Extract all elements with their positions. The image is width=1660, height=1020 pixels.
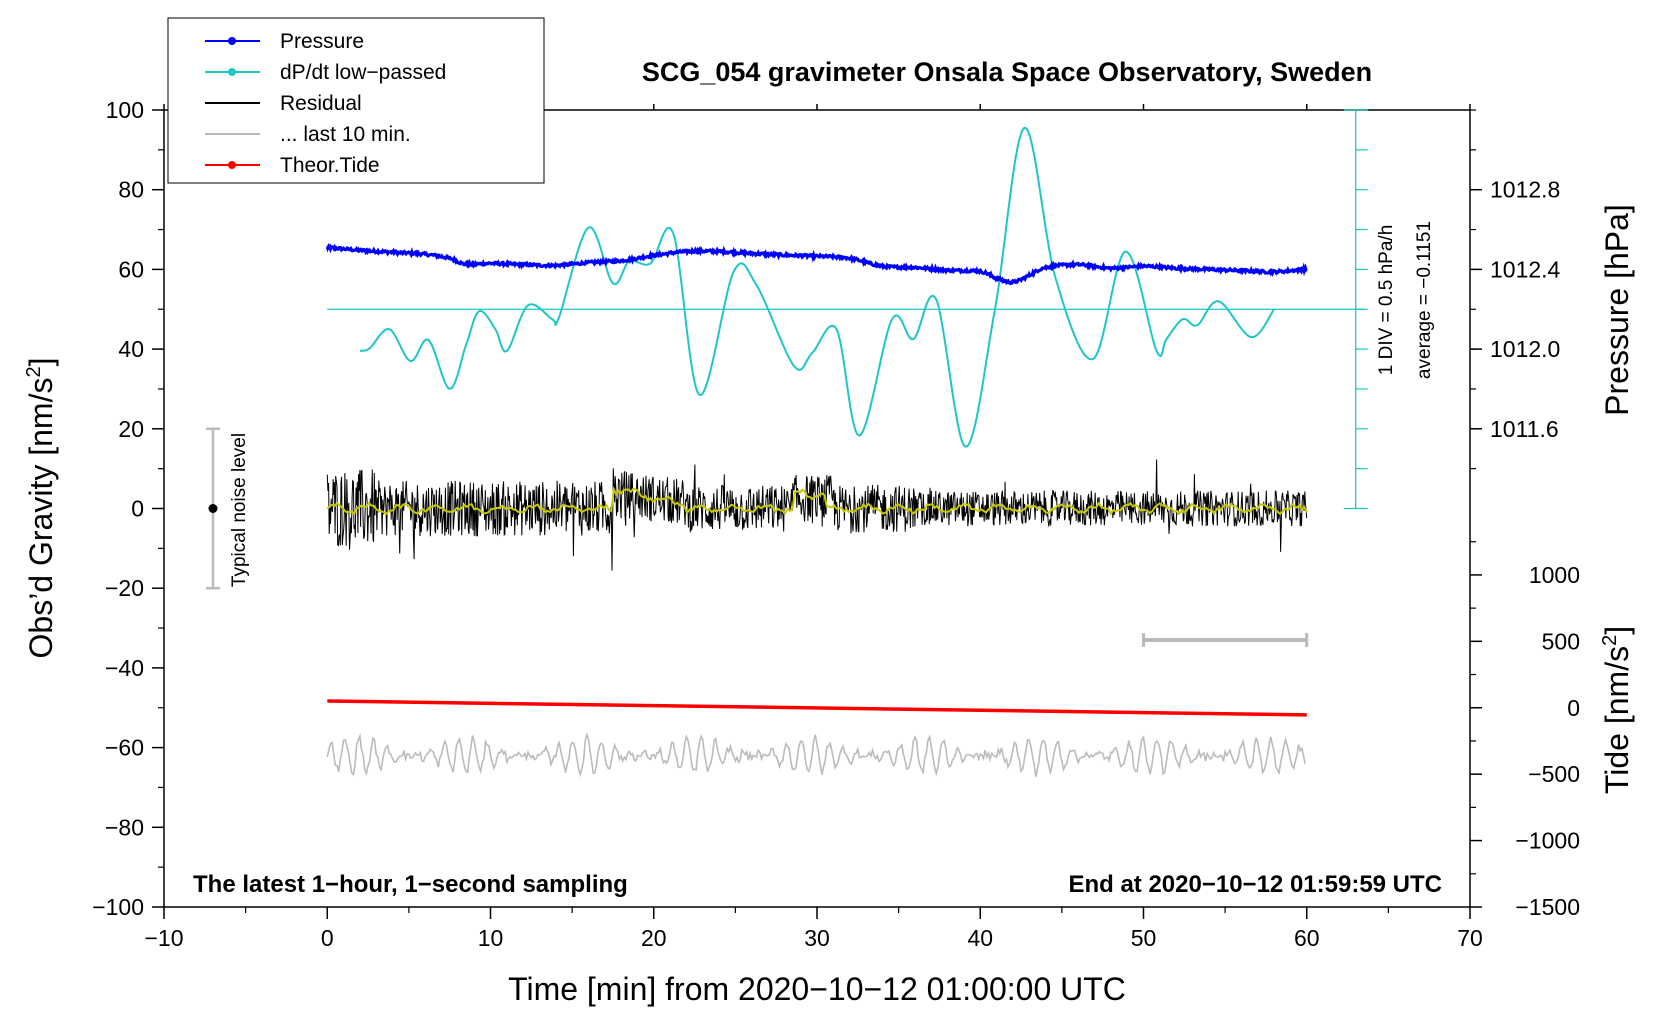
residual-lowpass-line — [326, 485, 1308, 516]
y-axis-title-tide: Tide [nm/s2] — [1599, 626, 1635, 794]
legend-label: Residual — [280, 92, 362, 115]
pressure-tick-label: 1011.6 — [1490, 416, 1559, 442]
tide-tick-label: 0 — [1567, 695, 1580, 721]
pressure-tick-label: 1012.4 — [1490, 256, 1561, 282]
y-axis-title-left: Obs’d Gravity [nm/s2] — [23, 358, 59, 659]
x-tick-label: 0 — [321, 925, 334, 951]
legend-label: Theor.Tide — [280, 154, 380, 177]
x-tick-label: 70 — [1457, 925, 1483, 951]
y-tick-label: 0 — [131, 496, 144, 522]
x-tick-label: 50 — [1131, 925, 1157, 951]
pressure-tick-label: 1012.8 — [1490, 177, 1560, 203]
tide-tick-label: 500 — [1542, 628, 1580, 654]
y-tick-label: 100 — [106, 97, 144, 123]
legend-box — [167, 17, 545, 184]
noise-level-label: Typical noise level — [229, 433, 250, 587]
legend-marker — [228, 161, 236, 169]
y-tick-label: −60 — [105, 735, 144, 761]
tide-tick-label: 1000 — [1529, 562, 1580, 588]
pressure-line — [325, 242, 1308, 286]
chart-title: SCG_054 gravimeter Onsala Space Observat… — [642, 57, 1372, 87]
y-axis-title-tide-sup: 2 — [1599, 635, 1621, 646]
x-tick-label: 20 — [641, 925, 667, 951]
footer-right-note: End at 2020−10−12 01:59:59 UTC — [1068, 871, 1442, 898]
series-layer — [325, 126, 1364, 778]
footer-left-note: The latest 1−hour, 1−second sampling — [193, 871, 628, 898]
y-tick-label: 60 — [118, 256, 144, 282]
legend-marker — [228, 37, 236, 45]
y-tick-label: −40 — [105, 655, 144, 681]
legend-label: Pressure — [280, 30, 364, 53]
x-tick-label: −10 — [144, 925, 183, 951]
y-tick-label: 20 — [118, 416, 144, 442]
y-axis-title-pressure: Pressure [hPa] — [1599, 204, 1635, 416]
y-axis-title-tide-main: Tide [nm/s — [1599, 646, 1635, 794]
y-tick-label: 80 — [118, 177, 144, 203]
dpdt-line — [359, 126, 1275, 448]
legend-items: Pressure dP/dt low−passed Residual ... last… — [205, 30, 446, 177]
axis-ticks — [152, 104, 1482, 919]
x-tick-label: 10 — [478, 925, 504, 951]
noise-bar-center-dot — [208, 504, 218, 513]
last-10-min-line — [326, 732, 1306, 778]
x-tick-label: 30 — [804, 925, 830, 951]
y-axis-title-left-end: ] — [23, 358, 59, 367]
tide-tick-label: −1500 — [1515, 894, 1580, 920]
y-tick-label: −80 — [105, 814, 144, 840]
legend: Pressure dP/dt low−passed Residual ... last… — [167, 17, 545, 184]
x-tick-label: 60 — [1294, 925, 1320, 951]
tide-tick-label: −1000 — [1515, 828, 1580, 854]
scale-div-label: 1 DIV = 0.5 hPa/h — [1376, 225, 1397, 376]
x-tick-label: 40 — [967, 925, 993, 951]
y-tick-label: 40 — [118, 336, 144, 362]
tide-tick-label: −500 — [1528, 761, 1580, 787]
legend-marker — [228, 68, 236, 76]
y-axis-title-left-main: Obs’d Gravity [nm/s — [23, 378, 59, 659]
tick-label-layer: −10 0 10 20 30 40 50 60 70−100−80−60−40−20020406… — [92, 97, 1580, 951]
pressure-tick-label: 1012.0 — [1490, 336, 1560, 362]
y-axis-title-tide-end: ] — [1599, 626, 1635, 635]
y-axis-title-left-sup: 2 — [23, 366, 45, 377]
y-tick-label: −100 — [92, 894, 144, 920]
legend-label: dP/dt low−passed — [280, 61, 446, 84]
legend-label: ... last 10 min. — [280, 123, 411, 146]
scale-average-label: average = −0.1151 — [1414, 221, 1435, 379]
x-axis-title: Time [min] from 2020−10−12 01:00:00 UTC — [508, 971, 1126, 1007]
y-tick-label: −20 — [105, 575, 144, 601]
tide-line — [327, 699, 1307, 717]
residual-line — [326, 459, 1308, 571]
annotation-layer — [205, 109, 1368, 648]
